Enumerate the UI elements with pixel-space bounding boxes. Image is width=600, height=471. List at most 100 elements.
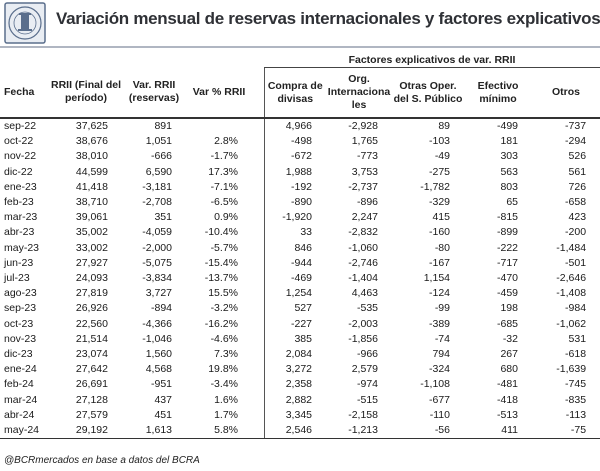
table-row: ago-23 27,819 3,727 15.5% 1,254 4,463 -124 -459… — [0, 286, 600, 302]
cell-compra: -1,920 — [263, 210, 326, 226]
cell-compra: 2,882 — [263, 392, 326, 408]
cell-gap — [252, 149, 264, 164]
cell-pct: -13.7% — [204, 272, 238, 285]
cell-gap — [252, 118, 264, 134]
cell-fecha: may-24 — [0, 423, 50, 440]
cell-gap — [252, 195, 264, 210]
cell-gap — [252, 241, 264, 256]
col-header-efectivo: Efectivo mínimo — [464, 67, 532, 119]
cell-rrii: 27,579 — [75, 408, 108, 421]
cell-org: -515 — [356, 393, 378, 406]
table-row: abr-23 35,002 -4,059 -10.4% 33 -2,832 -160 -899… — [0, 225, 600, 241]
cell-fecha: feb-23 — [4, 196, 34, 209]
cell-efectivo: -499 — [496, 120, 518, 132]
table-row: mar-24 27,128 437 1.6% 2,882 -515 -677 -418 -835 — [0, 392, 600, 408]
cell-pct: -4.6% — [210, 332, 238, 345]
cell-gap — [252, 210, 264, 225]
cell-org: -2,737 — [348, 180, 378, 193]
cell-compra: -890 — [263, 195, 326, 211]
cell-otros: -200 — [565, 226, 587, 239]
table-row: may-23 33,002 -2,000 -5.7% 846 -1,060 -80 -222 -… — [0, 240, 600, 256]
cell-efectivo: 267 — [500, 348, 518, 361]
cell-otras: -1,108 — [420, 378, 450, 391]
page-title: Variación mensual de reservas internacio… — [56, 9, 600, 28]
cell-fecha: ene-24 — [4, 363, 37, 376]
cell-otros: -618 — [565, 348, 587, 361]
reserves-table: Factores explicativos de var. RRII Fecha… — [0, 54, 600, 440]
cell-rrii: 38,010 — [75, 150, 108, 163]
cell-var: 1,051 — [145, 135, 172, 148]
cell-otros: -745 — [565, 378, 587, 391]
cell-efectivo: -899 — [496, 226, 518, 239]
cell-pct: -5.7% — [210, 241, 238, 254]
cell-otros: -1,639 — [556, 363, 587, 376]
cell-otras: -1,782 — [420, 180, 450, 193]
cell-otros: 526 — [568, 150, 587, 163]
cell-org: -2,746 — [348, 256, 378, 269]
cell-efectivo: 563 — [500, 165, 518, 178]
cell-rrii: 27,819 — [75, 287, 108, 300]
cell-compra: 2,546 — [263, 423, 326, 440]
cell-efectivo: 303 — [500, 150, 518, 163]
cell-org: -974 — [356, 378, 378, 391]
cell-otros: -835 — [565, 393, 587, 406]
cell-otras: 415 — [432, 211, 450, 224]
col-header-fecha: Fecha — [0, 67, 50, 119]
cell-var: -1,046 — [142, 332, 172, 345]
cell-efectivo: -717 — [496, 256, 518, 269]
cell-efectivo: -32 — [502, 332, 518, 345]
cell-var: -4,366 — [142, 317, 172, 330]
cell-rrii: 21,514 — [75, 332, 108, 345]
cell-var: 4,568 — [145, 363, 172, 376]
cell-fecha: ago-23 — [4, 287, 37, 300]
cell-compra: 1,254 — [263, 286, 326, 302]
header: Variación mensual de reservas internacio… — [0, 0, 600, 48]
cell-rrii: 22,560 — [75, 317, 108, 330]
col-header-rrii: RRII (Final del período) — [50, 67, 122, 119]
table-row: dic-23 23,074 1,560 7.3% 2,084 -966 794 267 -618 — [0, 347, 600, 363]
cell-compra: -192 — [263, 179, 326, 196]
cell-fecha: dic-22 — [4, 165, 33, 178]
cell-compra: -498 — [263, 134, 326, 150]
cell-rrii: 44,599 — [75, 165, 108, 178]
cell-efectivo: -685 — [496, 317, 518, 330]
cell-gap — [252, 317, 264, 332]
cell-var: -4,059 — [142, 226, 172, 239]
cell-otras: 89 — [438, 120, 450, 132]
cell-var: -894 — [150, 302, 172, 315]
cell-org: -1,213 — [326, 423, 392, 440]
cell-var: 1,613 — [122, 423, 186, 440]
cell-fecha: oct-22 — [4, 135, 34, 148]
cell-efectivo: -513 — [496, 408, 518, 421]
cell-org: 2,579 — [351, 363, 378, 376]
cell-var: 351 — [154, 211, 172, 224]
cell-org: -896 — [356, 196, 378, 209]
cell-var: 1,560 — [145, 348, 172, 361]
cell-var: -5,075 — [142, 256, 172, 269]
cell-otras: -275 — [428, 165, 450, 178]
cell-pct — [186, 118, 252, 134]
cell-otras: -99 — [434, 302, 450, 315]
cell-efectivo: -815 — [496, 211, 518, 224]
cell-compra: 33 — [263, 225, 326, 241]
cell-gap — [252, 332, 264, 347]
cell-compra: -944 — [263, 255, 326, 272]
cell-pct: -1.7% — [210, 150, 238, 163]
cell-rrii: 27,642 — [75, 363, 108, 376]
cell-gap — [252, 362, 264, 377]
cell-org: 3,753 — [351, 165, 378, 178]
table-row: feb-24 26,691 -951 -3.4% 2,358 -974 -1,108 -481… — [0, 377, 600, 393]
cell-fecha: abr-23 — [4, 226, 35, 239]
table-row: sep-22 37,625 891 4,966 -2,928 89 -499 -737 — [0, 118, 600, 135]
cell-efectivo: 198 — [500, 302, 518, 315]
cell-var: -2,000 — [142, 241, 172, 254]
table-row: abr-24 27,579 451 1.7% 3,345 -2,158 -110 -513 -1… — [0, 407, 600, 424]
cell-compra: 3,272 — [263, 362, 326, 378]
cell-fecha: abr-24 — [4, 408, 35, 421]
table-row: nov-22 38,010 -666 -1.7% -672 -773 -49 303 526 — [0, 149, 600, 165]
table-row: oct-23 22,560 -4,366 -16.2% -227 -2,003 -389 -6… — [0, 316, 600, 332]
cell-efectivo: -222 — [496, 241, 518, 254]
table-row: feb-23 38,710 -2,708 -6.5% -890 -896 -329 65 -65… — [0, 195, 600, 211]
cell-org: 2,247 — [351, 211, 378, 224]
cell-rrii: 27,927 — [75, 256, 108, 269]
